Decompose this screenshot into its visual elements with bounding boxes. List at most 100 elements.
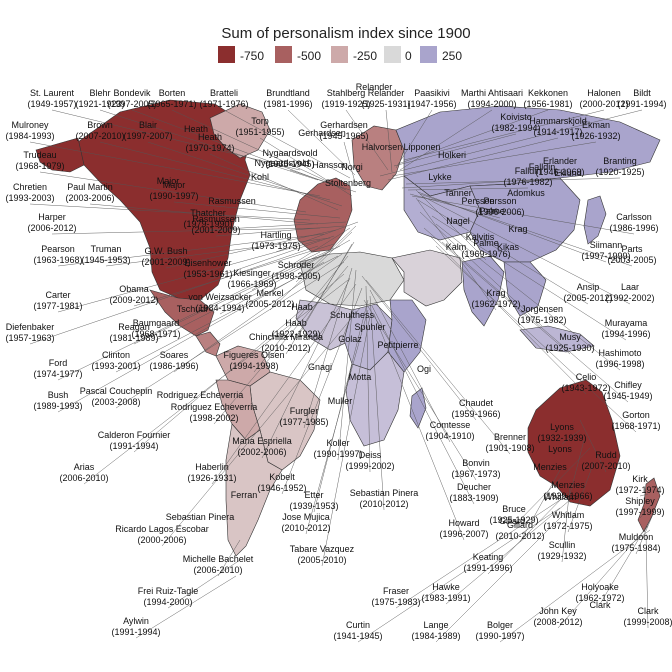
leader-line bbox=[259, 137, 353, 197]
leader-years-label: (1997-2007) bbox=[123, 131, 172, 141]
region-new-zealand bbox=[637, 477, 661, 533]
leader-years-label: (1925-1930) bbox=[545, 343, 594, 353]
leader-years-label: (1998-2005) bbox=[271, 271, 320, 281]
region-central-america bbox=[195, 331, 221, 357]
leader-name-label: Thatcher bbox=[190, 208, 226, 218]
map-region-label: Golaz bbox=[338, 334, 362, 344]
leader-line bbox=[115, 255, 339, 373]
map-region-label: Lykke bbox=[428, 172, 451, 182]
leader-name-label: Baumgaard bbox=[133, 318, 180, 328]
legend-label-2: -500 bbox=[297, 49, 321, 63]
region-australia bbox=[527, 379, 621, 507]
leader-name-label: Halonen bbox=[587, 88, 621, 98]
leader-line bbox=[167, 559, 241, 609]
leader-years-label: (1945-1949) bbox=[603, 391, 652, 401]
leader-years-label: (2001-2009) bbox=[191, 225, 240, 235]
leader-years-label: (1981-1996) bbox=[263, 99, 312, 109]
leader-line bbox=[405, 177, 621, 185]
leader-name-label: Siimann bbox=[590, 240, 623, 250]
leader-line bbox=[645, 533, 649, 629]
leader-name-label: Ford bbox=[49, 358, 68, 368]
leader-line bbox=[209, 153, 339, 211]
leader-name-label: Trudeau bbox=[23, 150, 56, 160]
legend: -750 -500 -250 0 250 bbox=[218, 46, 462, 63]
leader-years-label: (1946-1952) bbox=[257, 483, 306, 493]
leader-line bbox=[253, 255, 349, 373]
leader-years-label: (2010-2012) bbox=[495, 531, 544, 541]
leader-name-label: Ekman bbox=[582, 120, 610, 130]
leader-line bbox=[337, 269, 357, 461]
leader-name-label: Kekkonen bbox=[528, 88, 568, 98]
leader-name-label: Hawke bbox=[432, 582, 460, 592]
leader-years-label: (1990-1997) bbox=[475, 631, 524, 641]
leader-line bbox=[361, 275, 477, 421]
legend-swatch-1 bbox=[218, 46, 235, 63]
leader-name-label: von Weizsacker bbox=[188, 292, 251, 302]
leader-line bbox=[215, 225, 345, 237]
leader-name-label: Howard bbox=[448, 518, 479, 528]
leader-years-label: (1932-1939) bbox=[537, 433, 586, 443]
leader-name-label: Gorton bbox=[622, 410, 650, 420]
leader-years-label: (1966-1969) bbox=[227, 279, 276, 289]
leader-line bbox=[445, 499, 571, 605]
map-region-label: Petitpierre bbox=[377, 340, 418, 350]
leader-years-label: (1984-1994) bbox=[195, 303, 244, 313]
region-alaska bbox=[35, 137, 85, 173]
leader-name-label: Arias bbox=[74, 462, 95, 472]
leader-years-label: (1926-1931) bbox=[187, 473, 236, 483]
leader-years-label: (1977-1985) bbox=[279, 417, 328, 427]
leader-years-label: (1939-1966) bbox=[543, 491, 592, 501]
leader-years-label: (1965-1971) bbox=[147, 99, 196, 109]
leader-name-label: Sebastian Pinera bbox=[350, 488, 419, 498]
leader-name-label: Chaudet bbox=[459, 398, 494, 408]
leader-years-label: (1914-1917) bbox=[533, 127, 582, 137]
leader-years-label: (1997-2005) bbox=[107, 99, 156, 109]
leader-years-label: (2000-2012) bbox=[579, 99, 628, 109]
leader-name-label: Reagan bbox=[118, 322, 150, 332]
map-region-label: Gerhardsen bbox=[298, 128, 346, 138]
leader-line bbox=[285, 241, 355, 355]
region-greenland bbox=[209, 103, 271, 159]
legend-label-5: 250 bbox=[442, 49, 462, 63]
region-china bbox=[469, 177, 581, 263]
leader-name-label: Kobelt bbox=[269, 472, 295, 482]
leader-line bbox=[313, 299, 369, 513]
leader-years-label: (1994-1996) bbox=[601, 329, 650, 339]
map-region-label: Holkeri bbox=[438, 150, 466, 160]
leader-line bbox=[131, 109, 331, 185]
leader-years-label: (1993-2003) bbox=[5, 193, 54, 203]
leader-line bbox=[419, 211, 543, 327]
leader-years-label: (2005-2010) bbox=[297, 555, 346, 565]
leader-years-label: (1997-1999) bbox=[615, 507, 664, 517]
leader-years-label: (1976-1982) bbox=[503, 177, 552, 187]
map-region-label: Rasmussen bbox=[208, 196, 256, 206]
leader-name-label: Curtin bbox=[346, 620, 370, 630]
region-indonesia bbox=[519, 325, 595, 353]
region-mexico bbox=[149, 289, 215, 337]
leader-name-label: Koivisto bbox=[500, 112, 532, 122]
legend-label-1: -750 bbox=[240, 49, 264, 63]
leader-years-label: (1984-1989) bbox=[411, 631, 460, 641]
map-region-label: Halvorsen bbox=[362, 142, 403, 152]
leader-name-label: Comtesse bbox=[430, 420, 471, 430]
leader-line bbox=[115, 261, 345, 409]
leader-name-label: Aylwin bbox=[123, 616, 149, 626]
leader-line bbox=[305, 309, 369, 535]
leader-years-label: (1926-1932) bbox=[571, 131, 620, 141]
leader-line bbox=[219, 239, 351, 315]
leader-years-label: (1977-1981) bbox=[33, 301, 82, 311]
leader-years-label: (1999-2002) bbox=[345, 461, 394, 471]
leader-name-label: Koller bbox=[326, 438, 349, 448]
leader-years-label: (1947-1956) bbox=[407, 99, 456, 109]
leader-line bbox=[207, 235, 335, 281]
map-region-label: Norgi bbox=[341, 162, 363, 172]
leader-years-label: (1991-1994) bbox=[111, 627, 160, 637]
map-region-label: Clark bbox=[589, 600, 611, 610]
leader-line bbox=[133, 273, 345, 453]
leader-line bbox=[173, 253, 343, 373]
leader-years-label: (1994-2000) bbox=[467, 99, 516, 109]
leader-line bbox=[365, 285, 371, 473]
leader-line bbox=[165, 229, 337, 269]
leader-years-label: (1984-1993) bbox=[5, 131, 54, 141]
leader-line bbox=[411, 195, 635, 235]
